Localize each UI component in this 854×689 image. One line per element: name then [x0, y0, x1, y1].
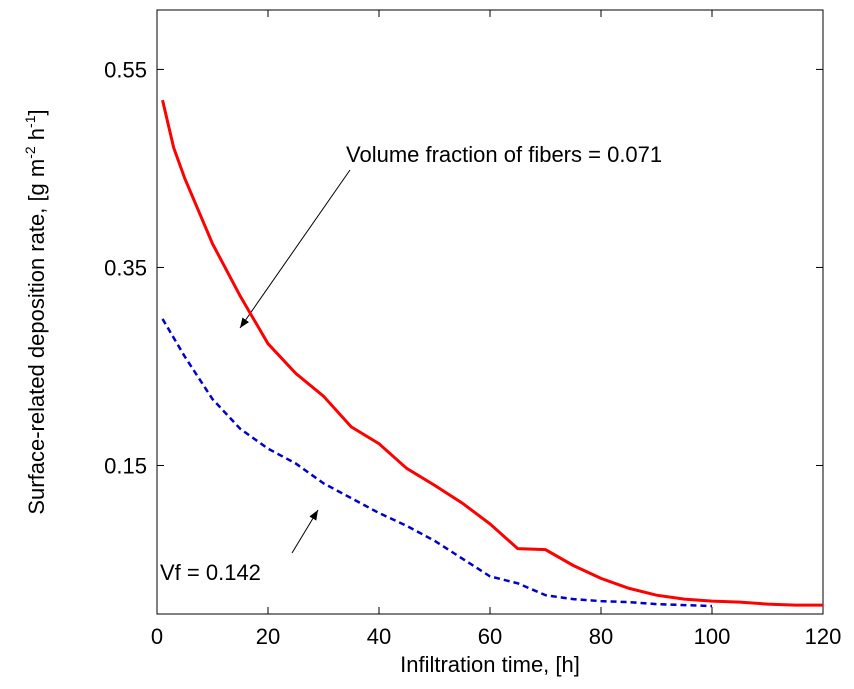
- annotation: Volume fraction of fibers = 0.071: [346, 142, 662, 167]
- y-label-sup: -1: [22, 115, 38, 128]
- y-label-part: Surface-related deposition rate, [g m: [24, 159, 49, 515]
- y-label-sup: -2: [22, 146, 38, 159]
- x-tick-label: 0: [151, 624, 163, 649]
- x-tick-label: 100: [694, 624, 731, 649]
- x-tick-label: 40: [367, 624, 391, 649]
- y-tick-label: 0.35: [104, 255, 147, 280]
- y-axis-label: Surface-related deposition rate, [g m-2 …: [22, 109, 49, 514]
- y-tick-label: 0.15: [104, 453, 147, 478]
- annotation: Vf = 0.142: [160, 560, 261, 585]
- annotation-arrow: [291, 509, 319, 554]
- x-tick-label: 80: [589, 624, 613, 649]
- x-tick-label: 20: [256, 624, 280, 649]
- x-tick-label: 120: [805, 624, 842, 649]
- x-tick-label: 60: [478, 624, 502, 649]
- y-label-part: h: [24, 128, 49, 146]
- line-series: [161, 99, 823, 607]
- annotation-arrow: [239, 169, 351, 329]
- y-tick-label: 0.55: [104, 57, 147, 82]
- y-label-part: ]: [24, 109, 49, 115]
- x-axis-label: Infiltration time, [h]: [400, 652, 580, 677]
